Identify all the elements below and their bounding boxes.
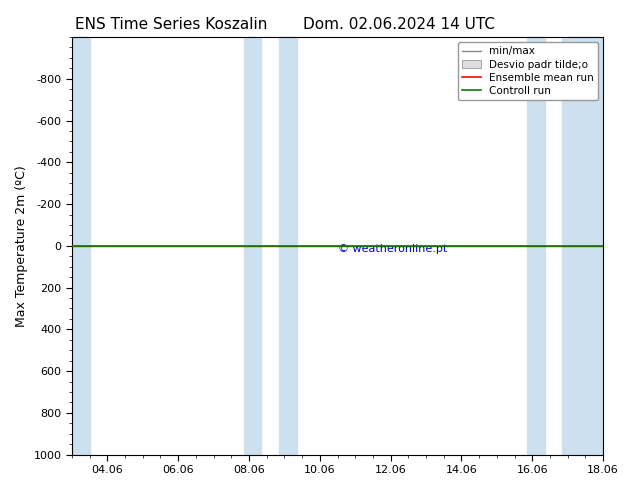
Y-axis label: Max Temperature 2m (ºC): Max Temperature 2m (ºC) (15, 165, 28, 327)
Bar (279, 37, 297, 455)
Bar (243, 37, 261, 455)
Bar (72, 37, 89, 455)
Text: ENS Time Series Koszalin: ENS Time Series Koszalin (75, 17, 268, 32)
Text: Dom. 02.06.2024 14 UTC: Dom. 02.06.2024 14 UTC (304, 17, 495, 32)
Text: © weatheronline.pt: © weatheronline.pt (337, 244, 447, 254)
Bar (527, 37, 545, 455)
Legend: min/max, Desvio padr tilde;o, Ensemble mean run, Controll run: min/max, Desvio padr tilde;o, Ensemble m… (458, 42, 598, 100)
Bar (562, 37, 603, 455)
